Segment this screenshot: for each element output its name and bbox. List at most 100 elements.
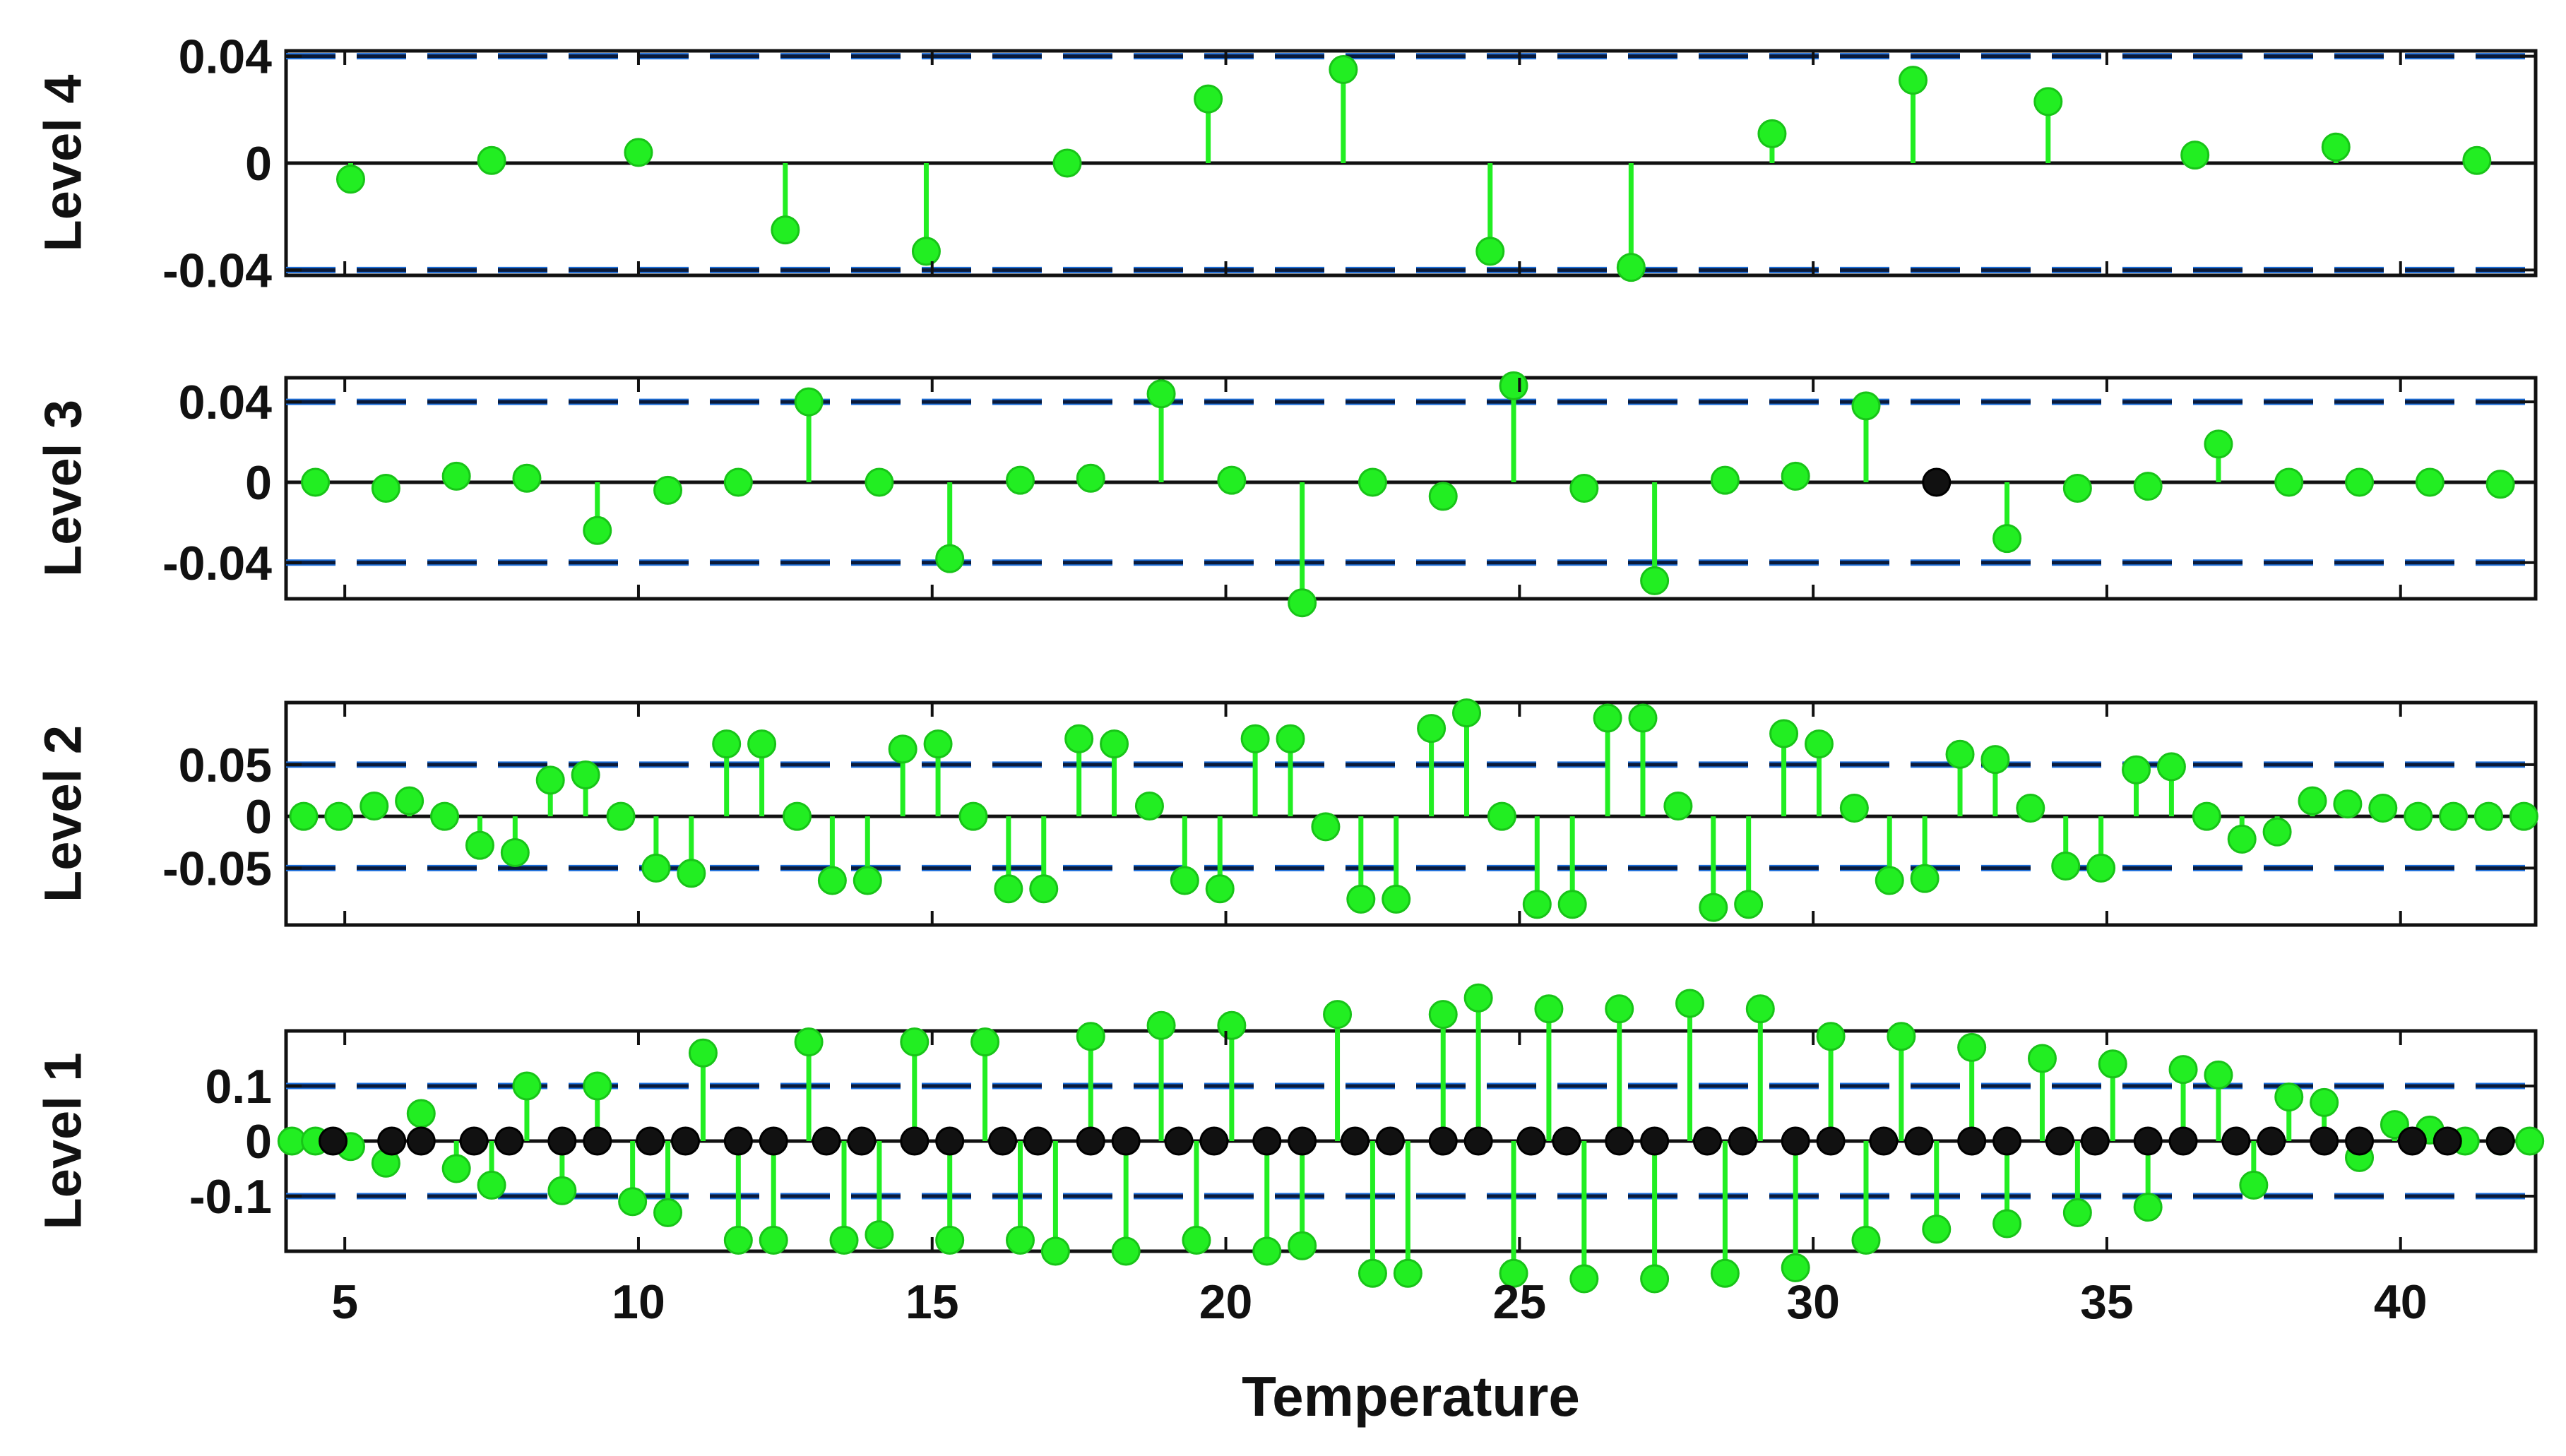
stem-marker (494, 1126, 524, 1156)
y-axis-title: Level 1 (34, 1053, 93, 1230)
stem-marker (1076, 1022, 1105, 1051)
stem-marker (1428, 1000, 1458, 1030)
stem-marker (2133, 1193, 2163, 1222)
stem-marker (1329, 55, 1358, 84)
panel-4: 0.10-0.1 Level 1 5 10 15 20 25 30 35 40 Temperatur… (34, 983, 2545, 1428)
stem-marker (1164, 1126, 1194, 1156)
stem-marker (853, 866, 882, 895)
stem-marker (759, 1126, 788, 1156)
series-1 (335, 55, 2492, 282)
stem-marker (723, 467, 753, 497)
stem-marker (2462, 145, 2492, 175)
stem-marker (571, 760, 600, 790)
series-2 (319, 1126, 2515, 1156)
stem-marker (477, 145, 506, 175)
y-axis-title: Level 2 (34, 725, 93, 902)
stem-marker (624, 138, 653, 167)
stem-marker (335, 165, 365, 194)
stem-marker (547, 1176, 577, 1205)
stem-marker (865, 1220, 894, 1250)
stem-marker (1240, 724, 1270, 753)
stem-marker (2345, 1126, 2375, 1156)
stem-marker (1910, 864, 1940, 893)
stem-marker (2122, 755, 2151, 784)
stem-marker (1875, 866, 1904, 895)
stem-marker (618, 1187, 648, 1217)
stem-marker (301, 467, 331, 497)
stem-marker (1217, 465, 1247, 495)
stem-marker (1839, 793, 1869, 823)
stem-marker (723, 1225, 753, 1255)
stem-marker (1029, 874, 1059, 904)
stem-marker (2274, 1082, 2304, 1112)
y-tick-label: 0.04 (179, 376, 273, 429)
stem-marker (1605, 1126, 1634, 1156)
x-tick-label: 35 (2080, 1275, 2134, 1329)
stem-marker (465, 830, 494, 860)
plot-frame (284, 376, 2538, 601)
stem-marker (1217, 1010, 1247, 1040)
stem-marker (1146, 379, 1176, 409)
stem-marker (2168, 1055, 2198, 1085)
stem-marker (1076, 463, 1105, 493)
stem-marker (988, 1126, 1018, 1156)
stem-marker (994, 874, 1023, 904)
stem-marker (1640, 1126, 1670, 1156)
stem-marker (935, 544, 965, 573)
stem-marker (2415, 467, 2445, 497)
stem-marker (641, 853, 671, 883)
stem-marker (1375, 1126, 1405, 1156)
stem-marker (2397, 1126, 2427, 1156)
stem-marker (1182, 1225, 1211, 1255)
stem-marker (1757, 119, 1787, 148)
stem-marker (1957, 1032, 1987, 1062)
stem-marker (1288, 1231, 1317, 1260)
stem-marker (1869, 1126, 1899, 1156)
stem-marker (970, 1027, 1000, 1057)
stem-marker (1499, 1258, 1528, 1288)
stem-marker (1922, 1215, 1952, 1244)
stem-marker (2333, 789, 2363, 819)
stem-marker (1692, 1126, 1722, 1156)
stem-marker (653, 1198, 683, 1227)
stem-marker (1064, 724, 1094, 753)
stem-marker (794, 387, 824, 417)
stem-marker (723, 1126, 753, 1156)
panel-1: 0.04 0 -0.04 Level 4 (34, 30, 2538, 297)
x-tick-label: 25 (1493, 1275, 1547, 1329)
stem-marker (360, 792, 389, 821)
stem-marker (2080, 1126, 2110, 1156)
stem-marker (1728, 1126, 1757, 1156)
stem-marker (747, 729, 777, 759)
stem-marker (1569, 1264, 1599, 1294)
stem-marker (324, 801, 354, 831)
stem-marker (1023, 1126, 1052, 1156)
stem-marker (1487, 801, 1516, 831)
y-tick-label: 0 (245, 790, 272, 844)
stem-marker (1745, 994, 1775, 1024)
stem-marker (1463, 983, 1493, 1013)
stem-marker (441, 461, 471, 491)
stem-marker (1199, 1126, 1229, 1156)
y-tick-label: -0.05 (162, 842, 272, 895)
stem-marker (1616, 253, 1646, 282)
stem-marker (688, 1038, 718, 1068)
stem-marker (759, 1225, 788, 1255)
stem-marker (1816, 1022, 1846, 1051)
stem-marker (477, 1170, 506, 1200)
series-1 (277, 983, 2545, 1294)
stem-marker (1734, 890, 1764, 919)
stem-marker (1710, 1258, 1740, 1288)
panel-2: 0.04 0 -0.04 Level 3 (34, 371, 2538, 618)
stem-marker (2045, 1126, 2074, 1156)
stem-marker (2345, 467, 2375, 497)
stem-marker (1499, 371, 1528, 400)
stem-marker (1346, 884, 1376, 914)
stem-marker (2204, 429, 2233, 459)
stem-marker (1904, 1126, 1934, 1156)
stem-marker (1134, 792, 1164, 821)
stem-marker (1922, 467, 1952, 497)
series-1 (289, 698, 2538, 922)
stem-marker (2485, 1126, 2515, 1156)
y-tick-label: -0.1 (189, 1170, 272, 1224)
